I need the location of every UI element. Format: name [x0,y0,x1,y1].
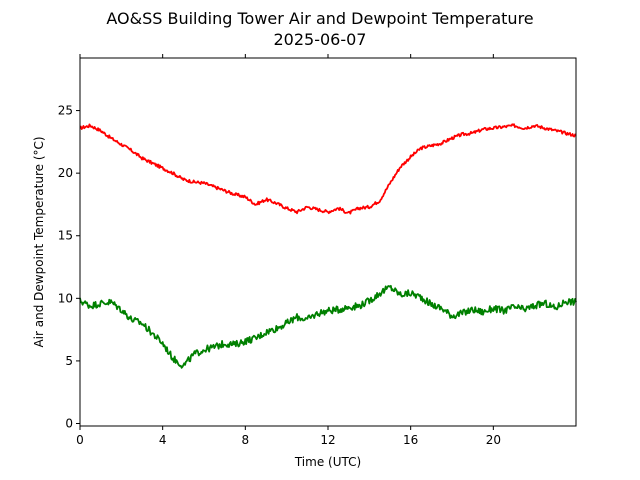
y-tick-label-5: 25 [58,104,73,118]
series-layer [79,123,577,369]
y-tick-label-2: 10 [58,291,73,305]
axes-layer: 0 4 8 12 16 20 0 5 10 15 20 25 [58,54,501,447]
x-tick-label-2: 8 [242,433,250,447]
y-tick-label-0: 0 [65,416,73,430]
y-tick-label-3: 15 [58,229,73,243]
series-line-1 [79,284,577,369]
x-tick-label-5: 20 [486,433,501,447]
x-axis-label: Time (UTC) [294,455,361,469]
x-tick-label-4: 16 [403,433,418,447]
plot-frame [79,57,577,427]
chart-title: AO&SS Building Tower Air and Dewpoint Te… [106,9,533,28]
series-line-0 [79,123,577,215]
y-axis-label: Air and Dewpoint Temperature (°C) [32,136,46,347]
y-tick-label-1: 5 [65,354,73,368]
y-tick-label-4: 20 [58,166,73,180]
x-tick-label-1: 4 [159,433,167,447]
x-tick-label-3: 12 [320,433,335,447]
x-tick-label-0: 0 [76,433,84,447]
chart-subtitle: 2025-06-07 [274,30,367,49]
